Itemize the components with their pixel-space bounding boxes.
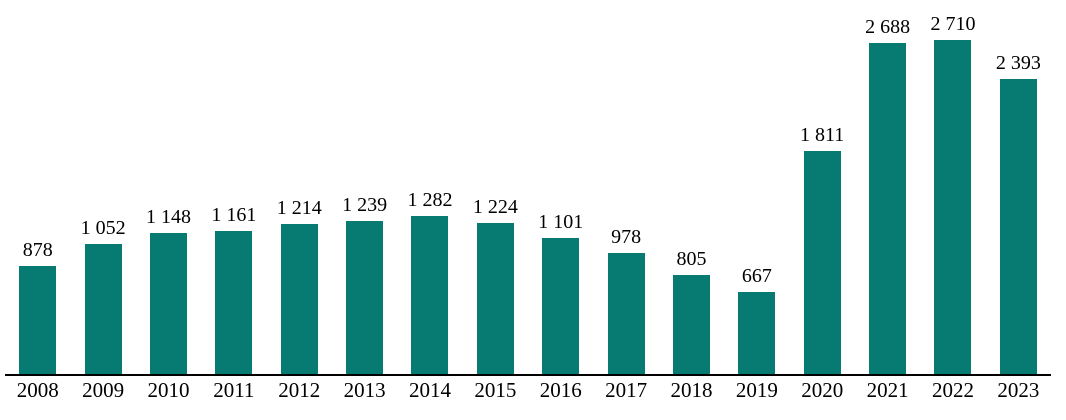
bar-column: 878 <box>5 0 70 374</box>
bar-value-label: 1 148 <box>145 206 191 228</box>
bar-value-label: 2 710 <box>930 13 976 35</box>
bar-column: 1 239 <box>332 0 397 374</box>
bar-column: 1 811 <box>790 0 855 374</box>
bar-column: 2 688 <box>855 0 920 374</box>
bar-column: 1 052 <box>70 0 135 374</box>
bar <box>934 40 972 374</box>
bar-value-label: 2 688 <box>865 16 911 38</box>
bar <box>476 223 514 374</box>
bar <box>411 216 449 374</box>
x-tick-label: 2017 <box>605 378 648 402</box>
x-tick-label: 2014 <box>408 378 451 402</box>
bar <box>215 231 253 374</box>
x-tick-label: 2015 <box>474 378 517 402</box>
bar <box>607 253 645 374</box>
x-tick-label: 2019 <box>735 378 778 402</box>
bar-column: 978 <box>593 0 658 374</box>
bar <box>672 275 710 374</box>
bar <box>738 292 776 374</box>
bar-value-label: 878 <box>22 239 53 261</box>
bar-value-label: 1 224 <box>472 196 518 218</box>
bar <box>803 151 841 374</box>
bar-value-label: 1 052 <box>80 217 126 239</box>
x-tick-label: 2008 <box>16 378 59 402</box>
bar-column: 1 161 <box>201 0 266 374</box>
bar-column: 2 710 <box>920 0 985 374</box>
bar-column: 1 101 <box>528 0 593 374</box>
bar-column: 2 393 <box>986 0 1051 374</box>
bar-value-label: 1 214 <box>276 197 322 219</box>
x-tick-label: 2013 <box>343 378 386 402</box>
bar-value-label: 1 239 <box>342 194 388 216</box>
bar <box>19 266 57 374</box>
bar <box>869 43 907 374</box>
x-tick-label: 2011 <box>213 378 255 402</box>
bar <box>149 233 187 374</box>
x-axis-labels: 2008 2009 2010 2011 2012 2013 2014 2015 2016 2017… <box>5 378 1051 403</box>
x-tick-label: 2023 <box>997 378 1040 402</box>
x-tick-label: 2012 <box>278 378 321 402</box>
bar <box>84 244 122 374</box>
bar-value-label: 1 282 <box>407 189 453 211</box>
bar-column: 805 <box>659 0 724 374</box>
bar <box>542 238 580 374</box>
x-tick-label: 2009 <box>82 378 125 402</box>
bar-value-label: 1 161 <box>211 204 257 226</box>
bar <box>280 224 318 374</box>
bar-column: 1 214 <box>267 0 332 374</box>
x-tick-label: 2022 <box>931 378 974 402</box>
bar <box>346 221 384 374</box>
x-tick-label: 2018 <box>670 378 713 402</box>
bar-value-label: 667 <box>741 265 772 287</box>
bar-column: 667 <box>724 0 789 374</box>
bar-value-label: 1 811 <box>800 124 845 146</box>
x-axis-line <box>5 374 1051 376</box>
bar-value-label: 1 101 <box>538 211 584 233</box>
bar-chart: 878 1 052 1 148 1 161 1 214 1 239 1 282 1 224 1 … <box>5 0 1051 420</box>
bar <box>999 79 1037 374</box>
plot-area: 878 1 052 1 148 1 161 1 214 1 239 1 282 1 224 1 … <box>5 0 1051 374</box>
bar-value-label: 2 393 <box>995 52 1041 74</box>
x-tick-label: 2020 <box>801 378 844 402</box>
x-tick-label: 2010 <box>147 378 190 402</box>
x-tick-label: 2021 <box>866 378 909 402</box>
bar-column: 1 282 <box>397 0 462 374</box>
bar-column: 1 224 <box>463 0 528 374</box>
x-tick-label: 2016 <box>539 378 582 402</box>
bar-value-label: 978 <box>611 226 642 248</box>
bar-column: 1 148 <box>136 0 201 374</box>
bar-value-label: 805 <box>676 248 707 270</box>
